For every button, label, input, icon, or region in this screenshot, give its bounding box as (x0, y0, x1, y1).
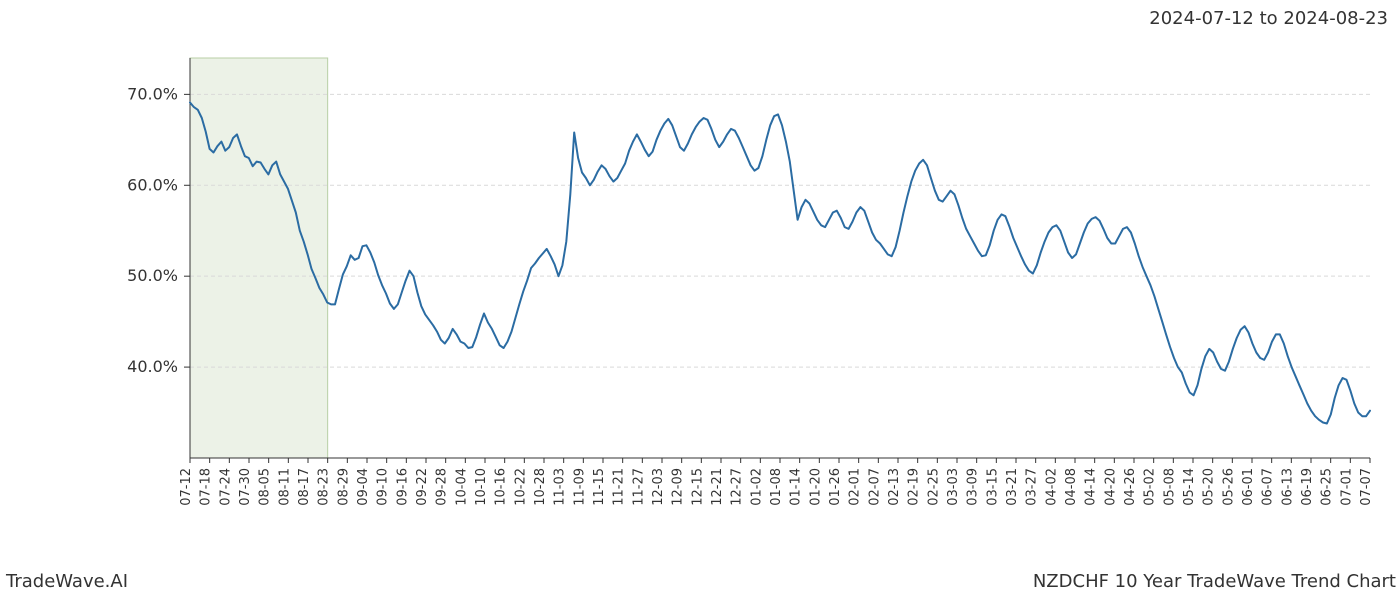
svg-text:05-20: 05-20 (1202, 468, 1217, 506)
svg-text:10-22: 10-22 (513, 468, 528, 506)
svg-text:07-01: 07-01 (1339, 468, 1354, 506)
brand-label: TradeWave.AI (6, 571, 128, 592)
chart-title: NZDCHF 10 Year TradeWave Trend Chart (1033, 571, 1396, 592)
svg-text:05-02: 05-02 (1143, 468, 1158, 506)
svg-text:03-03: 03-03 (946, 468, 961, 506)
svg-text:06-19: 06-19 (1300, 468, 1315, 506)
svg-text:04-14: 04-14 (1084, 468, 1099, 506)
svg-text:12-27: 12-27 (730, 468, 745, 506)
trend-chart: 40.0%50.0%60.0%70.0%07-1207-1807-2407-30… (80, 48, 1380, 488)
svg-text:08-17: 08-17 (297, 468, 312, 506)
svg-text:06-07: 06-07 (1261, 468, 1276, 506)
svg-text:04-20: 04-20 (1103, 468, 1118, 506)
svg-text:10-28: 10-28 (533, 468, 548, 506)
svg-text:11-09: 11-09 (572, 468, 587, 506)
svg-text:03-27: 03-27 (1025, 468, 1040, 506)
svg-text:02-01: 02-01 (848, 468, 863, 506)
svg-text:70.0%: 70.0% (127, 84, 178, 103)
svg-text:04-26: 04-26 (1123, 468, 1138, 506)
svg-text:07-12: 07-12 (179, 468, 194, 506)
svg-text:11-21: 11-21 (612, 468, 627, 506)
svg-text:09-10: 09-10 (376, 468, 391, 506)
svg-text:02-13: 02-13 (887, 468, 902, 506)
svg-text:09-04: 09-04 (356, 468, 371, 506)
svg-text:03-15: 03-15 (985, 468, 1000, 506)
svg-text:01-08: 01-08 (769, 468, 784, 506)
svg-text:03-09: 03-09 (966, 468, 981, 506)
svg-text:07-07: 07-07 (1359, 468, 1374, 506)
svg-text:40.0%: 40.0% (127, 357, 178, 376)
svg-text:09-16: 09-16 (395, 468, 410, 506)
svg-text:08-11: 08-11 (277, 468, 292, 506)
svg-text:07-30: 07-30 (238, 468, 253, 506)
svg-text:02-25: 02-25 (926, 468, 941, 506)
svg-text:01-14: 01-14 (789, 468, 804, 506)
svg-text:05-14: 05-14 (1182, 468, 1197, 506)
svg-text:12-21: 12-21 (710, 468, 725, 506)
svg-text:12-03: 12-03 (651, 468, 666, 506)
svg-text:09-22: 09-22 (415, 468, 430, 506)
svg-text:01-26: 01-26 (828, 468, 843, 506)
svg-text:07-24: 07-24 (218, 468, 233, 506)
svg-text:01-02: 01-02 (749, 468, 764, 506)
svg-text:03-21: 03-21 (1005, 468, 1020, 506)
svg-text:09-28: 09-28 (435, 468, 450, 506)
svg-text:02-07: 02-07 (867, 468, 882, 506)
svg-text:60.0%: 60.0% (127, 175, 178, 194)
svg-text:08-23: 08-23 (317, 468, 332, 506)
svg-text:04-08: 04-08 (1064, 468, 1079, 506)
svg-text:08-29: 08-29 (336, 468, 351, 506)
svg-text:05-08: 05-08 (1162, 468, 1177, 506)
svg-text:05-26: 05-26 (1221, 468, 1236, 506)
svg-text:07-18: 07-18 (199, 468, 214, 506)
svg-text:11-15: 11-15 (592, 468, 607, 506)
svg-text:04-02: 04-02 (1044, 468, 1059, 506)
svg-text:02-19: 02-19 (907, 468, 922, 506)
svg-text:11-27: 11-27 (631, 468, 646, 506)
svg-text:08-05: 08-05 (258, 468, 273, 506)
svg-text:06-13: 06-13 (1280, 468, 1295, 506)
svg-text:12-15: 12-15 (690, 468, 705, 506)
date-range-label: 2024-07-12 to 2024-08-23 (1149, 8, 1388, 29)
svg-text:50.0%: 50.0% (127, 266, 178, 285)
svg-text:11-03: 11-03 (553, 468, 568, 506)
svg-text:12-09: 12-09 (671, 468, 686, 506)
svg-text:06-01: 06-01 (1241, 468, 1256, 506)
svg-text:10-16: 10-16 (494, 468, 509, 506)
svg-text:01-20: 01-20 (808, 468, 823, 506)
svg-text:10-10: 10-10 (474, 468, 489, 506)
svg-text:10-04: 10-04 (454, 468, 469, 506)
svg-text:06-25: 06-25 (1320, 468, 1335, 506)
